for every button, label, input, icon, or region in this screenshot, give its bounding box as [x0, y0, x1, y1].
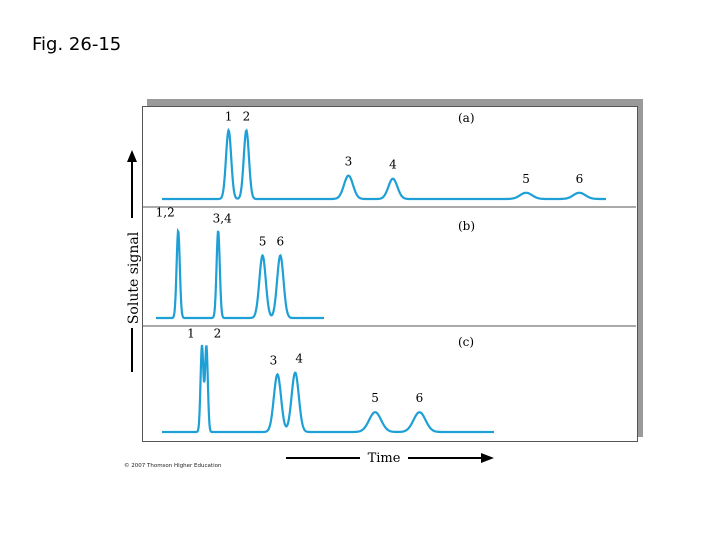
peak-label: 2 — [243, 109, 251, 123]
peak-label: 6 — [416, 391, 424, 405]
panel-label: (a) — [458, 111, 475, 125]
chromatogram-trace — [162, 127, 606, 201]
x-axis-arrow — [286, 453, 494, 463]
peak-label: 5 — [371, 391, 379, 405]
peak-label: 3 — [345, 155, 353, 169]
peak-label: 4 — [295, 352, 303, 366]
chromatogram-panels: 1 23 45 6(a)1,2 3,45 6(b)1 23 45 6(c) — [143, 109, 636, 434]
peak-label: 5 — [522, 172, 530, 186]
peak-label: 6 — [276, 234, 284, 248]
slide-title: Fig. 26-15 — [32, 34, 122, 55]
peak-label: 2 — [214, 327, 222, 341]
peak-label: 1 — [225, 109, 233, 123]
panel-b: 1,2 3,4 5 6 (b) — [143, 206, 636, 327]
peak-label: 3 — [270, 353, 278, 367]
peak-label: 1 — [187, 327, 195, 341]
panel-a: 1 2 3 4 5 6 (a) — [143, 109, 636, 208]
copyright-credit: © 2007 Thomson Higher Education — [124, 463, 222, 469]
peak-label: 4 — [389, 158, 397, 172]
peak-label: 3,4 — [213, 212, 232, 226]
peak-label: 1,2 — [156, 206, 175, 220]
peak-label: 5 — [259, 234, 267, 248]
x-axis-label: Time — [368, 451, 401, 466]
y-axis-label: Solute signal — [126, 231, 142, 324]
panel-label: (c) — [458, 335, 474, 349]
panel-label: (b) — [458, 219, 475, 233]
chromatogram-trace — [162, 344, 494, 434]
panel-c: 1 2 3 4 5 6 (c) — [162, 327, 494, 434]
peak-label: 6 — [576, 172, 584, 186]
chromatogram-trace — [156, 227, 324, 320]
y-axis-arrow — [127, 150, 137, 372]
